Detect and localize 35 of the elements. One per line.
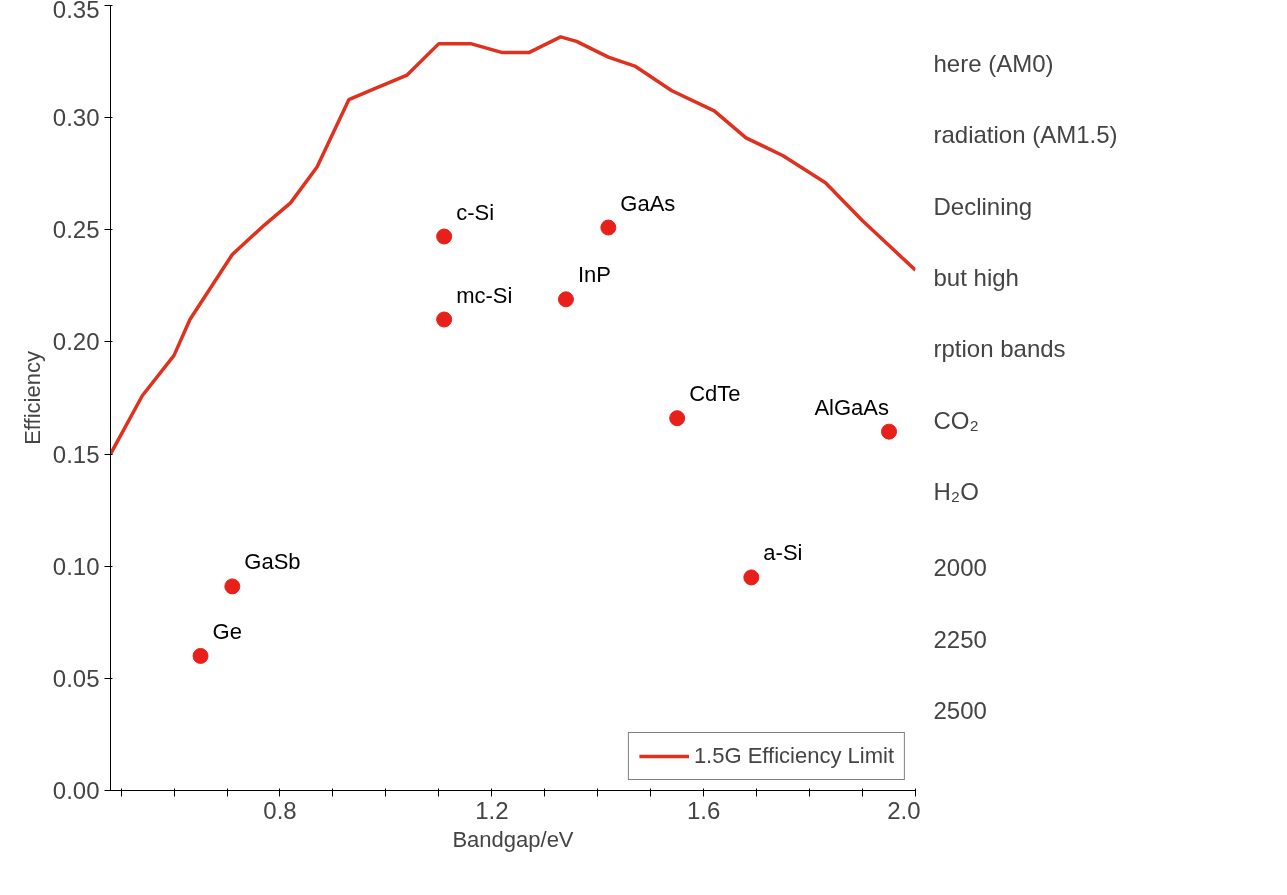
y-tick-label: 0.10	[52, 552, 100, 580]
text: 2000	[933, 554, 987, 582]
annotation: GaAs	[620, 190, 676, 216]
annotation: a-Si	[763, 540, 803, 566]
y-tick-label: 0.05	[52, 664, 100, 692]
text: but high	[933, 263, 1019, 291]
annotation: InP	[577, 262, 611, 288]
x-tick-label: 0.8	[263, 796, 297, 824]
y-tick-label: 0.00	[52, 777, 100, 804]
text: 2250	[933, 625, 987, 653]
y-axis-title: Efficiency	[19, 351, 45, 445]
annotation: mc-Si	[456, 282, 513, 308]
x-tick-label: 2.0	[887, 796, 921, 824]
x-tick-label: 1.6	[686, 796, 721, 824]
y-tick-label: 0.30	[52, 104, 100, 132]
legend-label: 1.5G Efficiency Limit	[693, 743, 894, 769]
x-tick-label: 1.2	[475, 796, 509, 824]
y-tick-label: 0.15	[52, 440, 100, 468]
y-tick-label: 0.20	[52, 328, 100, 356]
text: radiation (AM1.5)	[933, 121, 1118, 149]
y-tick-label: 0.35	[52, 0, 100, 23]
text: rption bands	[933, 335, 1066, 363]
annotation: c-Si	[456, 199, 495, 225]
text: H₂O	[933, 478, 979, 506]
line-series	[110, 35, 916, 456]
annotation: Ge	[212, 618, 242, 644]
annotation: GaSb	[244, 549, 301, 575]
text: Declining	[933, 192, 1033, 220]
annotation: AlGaAs	[814, 394, 890, 420]
y-tick-label: 0.25	[52, 216, 100, 244]
text: 2500	[933, 697, 987, 725]
x-axis-title: Bandgap/eV	[452, 826, 574, 852]
text: CO₂	[933, 406, 979, 434]
annotation: CdTe	[689, 381, 741, 407]
text: here (AM0)	[933, 49, 1054, 77]
